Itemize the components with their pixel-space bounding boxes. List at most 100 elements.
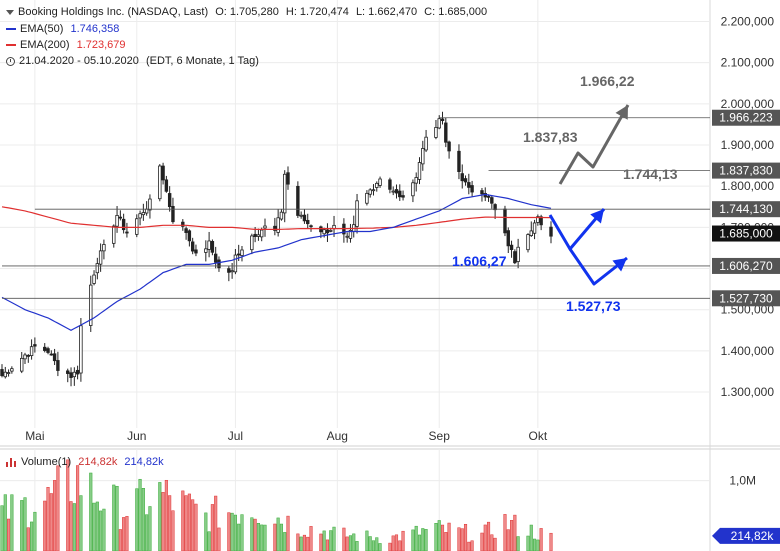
close-value: C: 1.685,000 xyxy=(424,6,488,18)
volume-bar xyxy=(536,539,540,551)
volume-bar xyxy=(463,523,468,551)
volume-bar xyxy=(398,540,402,551)
candle-body xyxy=(309,225,313,228)
collapse-icon[interactable] xyxy=(6,9,14,15)
volume-value-blue: 214,82k xyxy=(124,456,164,468)
candle-body xyxy=(463,178,468,183)
candle-body xyxy=(371,189,376,192)
volume-bar xyxy=(273,523,277,551)
volume-bar xyxy=(69,501,73,551)
candle-body xyxy=(286,172,290,185)
candle-body xyxy=(167,193,172,208)
candle-body xyxy=(355,200,359,227)
candle-body xyxy=(144,208,149,214)
candle-body xyxy=(391,190,395,193)
candle-body xyxy=(233,254,238,273)
candle-body xyxy=(187,230,192,242)
clock-icon xyxy=(6,56,15,66)
level-badge-bg xyxy=(712,201,780,218)
candle-body xyxy=(213,253,218,263)
volume-bar xyxy=(411,529,415,551)
candle-body xyxy=(92,274,96,284)
candle-body xyxy=(138,213,142,219)
volume-label: Volume(1) xyxy=(21,456,72,468)
candle-body xyxy=(394,189,399,194)
candle-body xyxy=(250,235,254,251)
candle-body xyxy=(467,182,471,188)
volume-bar xyxy=(141,488,145,551)
volume-bar xyxy=(181,490,185,551)
candle-body xyxy=(325,229,330,234)
volume-bar xyxy=(253,518,257,551)
volume-bar xyxy=(437,520,441,551)
ema50-value: 1.746,358 xyxy=(70,23,120,35)
volume-icon xyxy=(6,457,17,467)
volume-bar xyxy=(352,533,356,551)
candle-body xyxy=(95,263,100,274)
volume-bar xyxy=(467,541,471,551)
candle-body xyxy=(217,259,221,269)
candle-body xyxy=(98,250,103,265)
volume-bar xyxy=(539,528,543,551)
month-label: Sep xyxy=(429,429,451,443)
month-label: Okt xyxy=(529,429,548,443)
volume-bar xyxy=(401,530,405,551)
volume-bar xyxy=(533,538,537,551)
candle-body xyxy=(158,165,162,200)
candle-body xyxy=(135,218,139,235)
y-tick-label: 1.900,000 xyxy=(721,138,775,152)
level-badge-bg xyxy=(712,162,780,179)
candle-body xyxy=(283,173,287,214)
volume-bar xyxy=(447,522,451,551)
volume-bar xyxy=(391,535,395,551)
blue-arrow-long xyxy=(568,248,628,286)
gray-arrow xyxy=(558,104,630,185)
candle-body xyxy=(345,235,349,238)
volume-bar xyxy=(20,500,24,551)
open-value: O: 1.705,280 xyxy=(215,6,279,18)
candle-body xyxy=(256,234,261,237)
candle-body xyxy=(79,325,83,374)
volume-bar xyxy=(217,527,221,551)
volume-bar xyxy=(342,527,346,551)
candle-body xyxy=(365,192,369,204)
candle-body xyxy=(23,354,27,360)
candle-body xyxy=(411,182,415,197)
volume-bar xyxy=(424,529,428,551)
month-label: Mai xyxy=(25,429,44,443)
ema200-value: 1.723,679 xyxy=(76,39,126,51)
candle-body xyxy=(490,197,494,204)
volume-bar xyxy=(286,515,290,551)
level-note: 1.606,27 xyxy=(452,253,507,269)
level-badge-bg xyxy=(712,109,780,126)
candle-body xyxy=(434,127,438,138)
level-badge-bg xyxy=(712,257,780,274)
volume-bar xyxy=(421,528,425,551)
candles-group xyxy=(0,111,553,387)
candle-body xyxy=(52,353,57,362)
volume-bar xyxy=(194,503,198,551)
candle-body xyxy=(424,136,428,151)
candle-body xyxy=(89,284,93,326)
candle-body xyxy=(230,270,234,273)
volume-bar xyxy=(493,537,497,551)
ema200-swatch xyxy=(6,44,16,47)
ema50-label: EMA(50) xyxy=(20,23,64,35)
candle-body xyxy=(279,211,284,220)
candle-body xyxy=(75,369,80,375)
ema200-label: EMA(200) xyxy=(20,39,70,51)
candle-body xyxy=(526,234,530,251)
range-note: (EDT, 6 Monate, 1 Tag) xyxy=(145,55,259,67)
volume-bar xyxy=(283,532,287,551)
candle-body xyxy=(302,214,307,222)
candle-body xyxy=(29,346,34,357)
candle-body xyxy=(388,179,392,190)
candle-body xyxy=(263,225,267,229)
level-note: 1.966,22 xyxy=(580,73,635,89)
candle-body xyxy=(486,195,491,198)
level-badge: 1.966,223 xyxy=(719,111,773,125)
candle-body xyxy=(329,230,333,232)
candle-body xyxy=(148,198,152,211)
candle-body xyxy=(322,229,326,235)
